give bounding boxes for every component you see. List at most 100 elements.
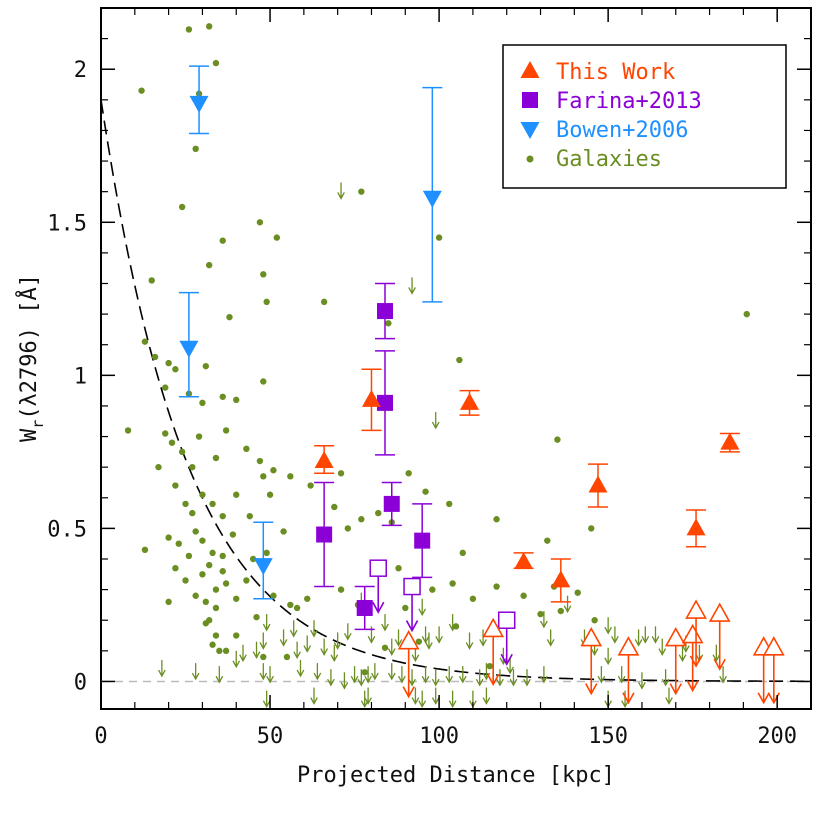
galaxy-point (165, 598, 172, 606)
y-axis-label-rest: (λ2796) [Å] (15, 274, 42, 420)
galaxy-point (260, 653, 267, 661)
bowen-point (253, 558, 273, 576)
farina-point (383, 495, 400, 512)
galaxy-point (165, 534, 172, 541)
galaxy-upper-limit-arrow-head (719, 675, 727, 684)
galaxy-point (209, 549, 216, 557)
legend-label-bowen: Bowen+2006 (556, 118, 688, 143)
this-work-upper-limit-arrow-head (686, 680, 699, 693)
this-work-upper-limit-marker (685, 599, 707, 619)
galaxy-upper-limit-arrow-head (364, 675, 372, 684)
galaxies-series (124, 23, 750, 676)
farina-upper-limit-arrow-head (405, 620, 419, 633)
galaxy-point (253, 613, 260, 621)
galaxy-point (205, 23, 213, 30)
galaxy-upper-limit-arrow-head (540, 620, 548, 629)
legend-markers (520, 61, 540, 163)
galaxy-upper-limit-arrow-head (259, 672, 268, 681)
galaxy-point (469, 595, 477, 602)
galaxy-point (574, 589, 581, 596)
galaxy-upper-limit-arrow-head (421, 675, 430, 684)
galaxy-upper-limit-arrow-head (418, 700, 427, 708)
galaxy-upper-limit-arrow-head (296, 669, 305, 678)
galaxy-point (402, 604, 409, 612)
x-tick-label: 200 (757, 724, 797, 749)
y-tick-label: 0 (74, 670, 87, 695)
galaxy-upper-limit-arrow-head (482, 697, 491, 705)
galaxy-point (124, 427, 132, 434)
galaxy-upper-limit-arrow-head (458, 675, 467, 684)
galaxy-upper-limit-arrow-head (435, 636, 443, 644)
galaxy-upper-limit-arrow-head (479, 639, 487, 647)
y-axis-label-main: W (17, 428, 42, 442)
galaxy-upper-limit-arrow-head (597, 675, 606, 684)
galaxy-upper-limit-arrow-head (381, 623, 389, 632)
x-tick-label: 0 (94, 724, 107, 749)
galaxy-upper-limit-arrow-head (465, 642, 474, 650)
galaxy-upper-limit-arrow-head (303, 645, 312, 653)
x-tick-label: 150 (588, 724, 628, 749)
galaxy-point (273, 234, 281, 241)
y-tick-label: 2 (74, 58, 87, 83)
galaxy-upper-limit-arrow-head (259, 642, 268, 650)
plot-frame (100, 7, 812, 710)
galaxy-upper-limits-series (157, 182, 727, 708)
galaxy-point (304, 595, 311, 602)
galaxy-point (493, 583, 500, 590)
galaxy-upper-limit-arrow-head (262, 700, 271, 708)
galaxy-upper-limit-arrow-head (523, 678, 531, 687)
galaxy-point (381, 644, 389, 651)
galaxy-point (189, 463, 196, 471)
galaxy-point (155, 463, 162, 471)
galaxy-point (270, 592, 277, 599)
galaxy-upper-limit-arrow-head (262, 623, 271, 632)
galaxy-upper-limit-arrow-head (431, 697, 440, 705)
galaxy-upper-limit-arrow-head (350, 675, 359, 684)
galaxy-point (192, 592, 199, 599)
galaxy-point (189, 509, 196, 517)
bowen-point (189, 95, 209, 113)
galaxy-point (209, 500, 216, 508)
galaxy-point (219, 552, 226, 560)
galaxy-upper-limit-arrow-head (475, 678, 484, 687)
galaxy-point (260, 378, 267, 385)
galaxy-point (331, 503, 338, 511)
this-work-upper-limit-marker (482, 617, 505, 638)
galaxy-point (162, 430, 169, 437)
galaxy-upper-limit-arrow-head (310, 697, 318, 705)
galaxy-point (151, 353, 159, 361)
galaxy-point (537, 610, 544, 618)
legend-label-this-work: This Work (556, 60, 675, 85)
legend-marker-farina (522, 92, 538, 108)
galaxy-upper-limit-arrow-head (313, 672, 322, 681)
galaxy-upper-limit-arrow-head (445, 675, 454, 684)
galaxy-point (307, 482, 314, 489)
galaxy-point (212, 59, 220, 67)
galaxy-point (320, 298, 328, 306)
galaxy-point (233, 491, 240, 498)
galaxy-point (175, 540, 182, 547)
galaxy-upper-limit-arrow-head (215, 675, 224, 684)
galaxy-point (493, 516, 500, 523)
galaxy-upper-limit-arrow-head (330, 654, 339, 663)
galaxy-point (429, 586, 436, 593)
galaxy-upper-limit-arrow-head (425, 642, 433, 650)
y-axis-label-subscript: r (29, 420, 47, 429)
galaxy-upper-limit-arrow-head (617, 675, 626, 684)
galaxy-upper-limit-arrow-head (506, 666, 514, 675)
galaxy-point (205, 561, 213, 569)
galaxy-point (233, 396, 240, 404)
galaxy-upper-limit-arrow-head (411, 697, 420, 705)
galaxy-upper-limit-arrow-head (418, 608, 427, 617)
galaxy-point (588, 525, 595, 532)
legend-marker-galaxies (526, 155, 534, 163)
galaxy-upper-limit-arrow-head (638, 681, 646, 690)
galaxy-point (375, 509, 382, 517)
galaxy-point (216, 647, 223, 655)
this-work-point (720, 432, 740, 450)
data-series (178, 65, 785, 705)
galaxy-upper-limit-arrow-head (634, 639, 643, 647)
galaxy-point (141, 546, 149, 554)
galaxy-point (256, 219, 264, 226)
galaxy-point (182, 500, 189, 508)
